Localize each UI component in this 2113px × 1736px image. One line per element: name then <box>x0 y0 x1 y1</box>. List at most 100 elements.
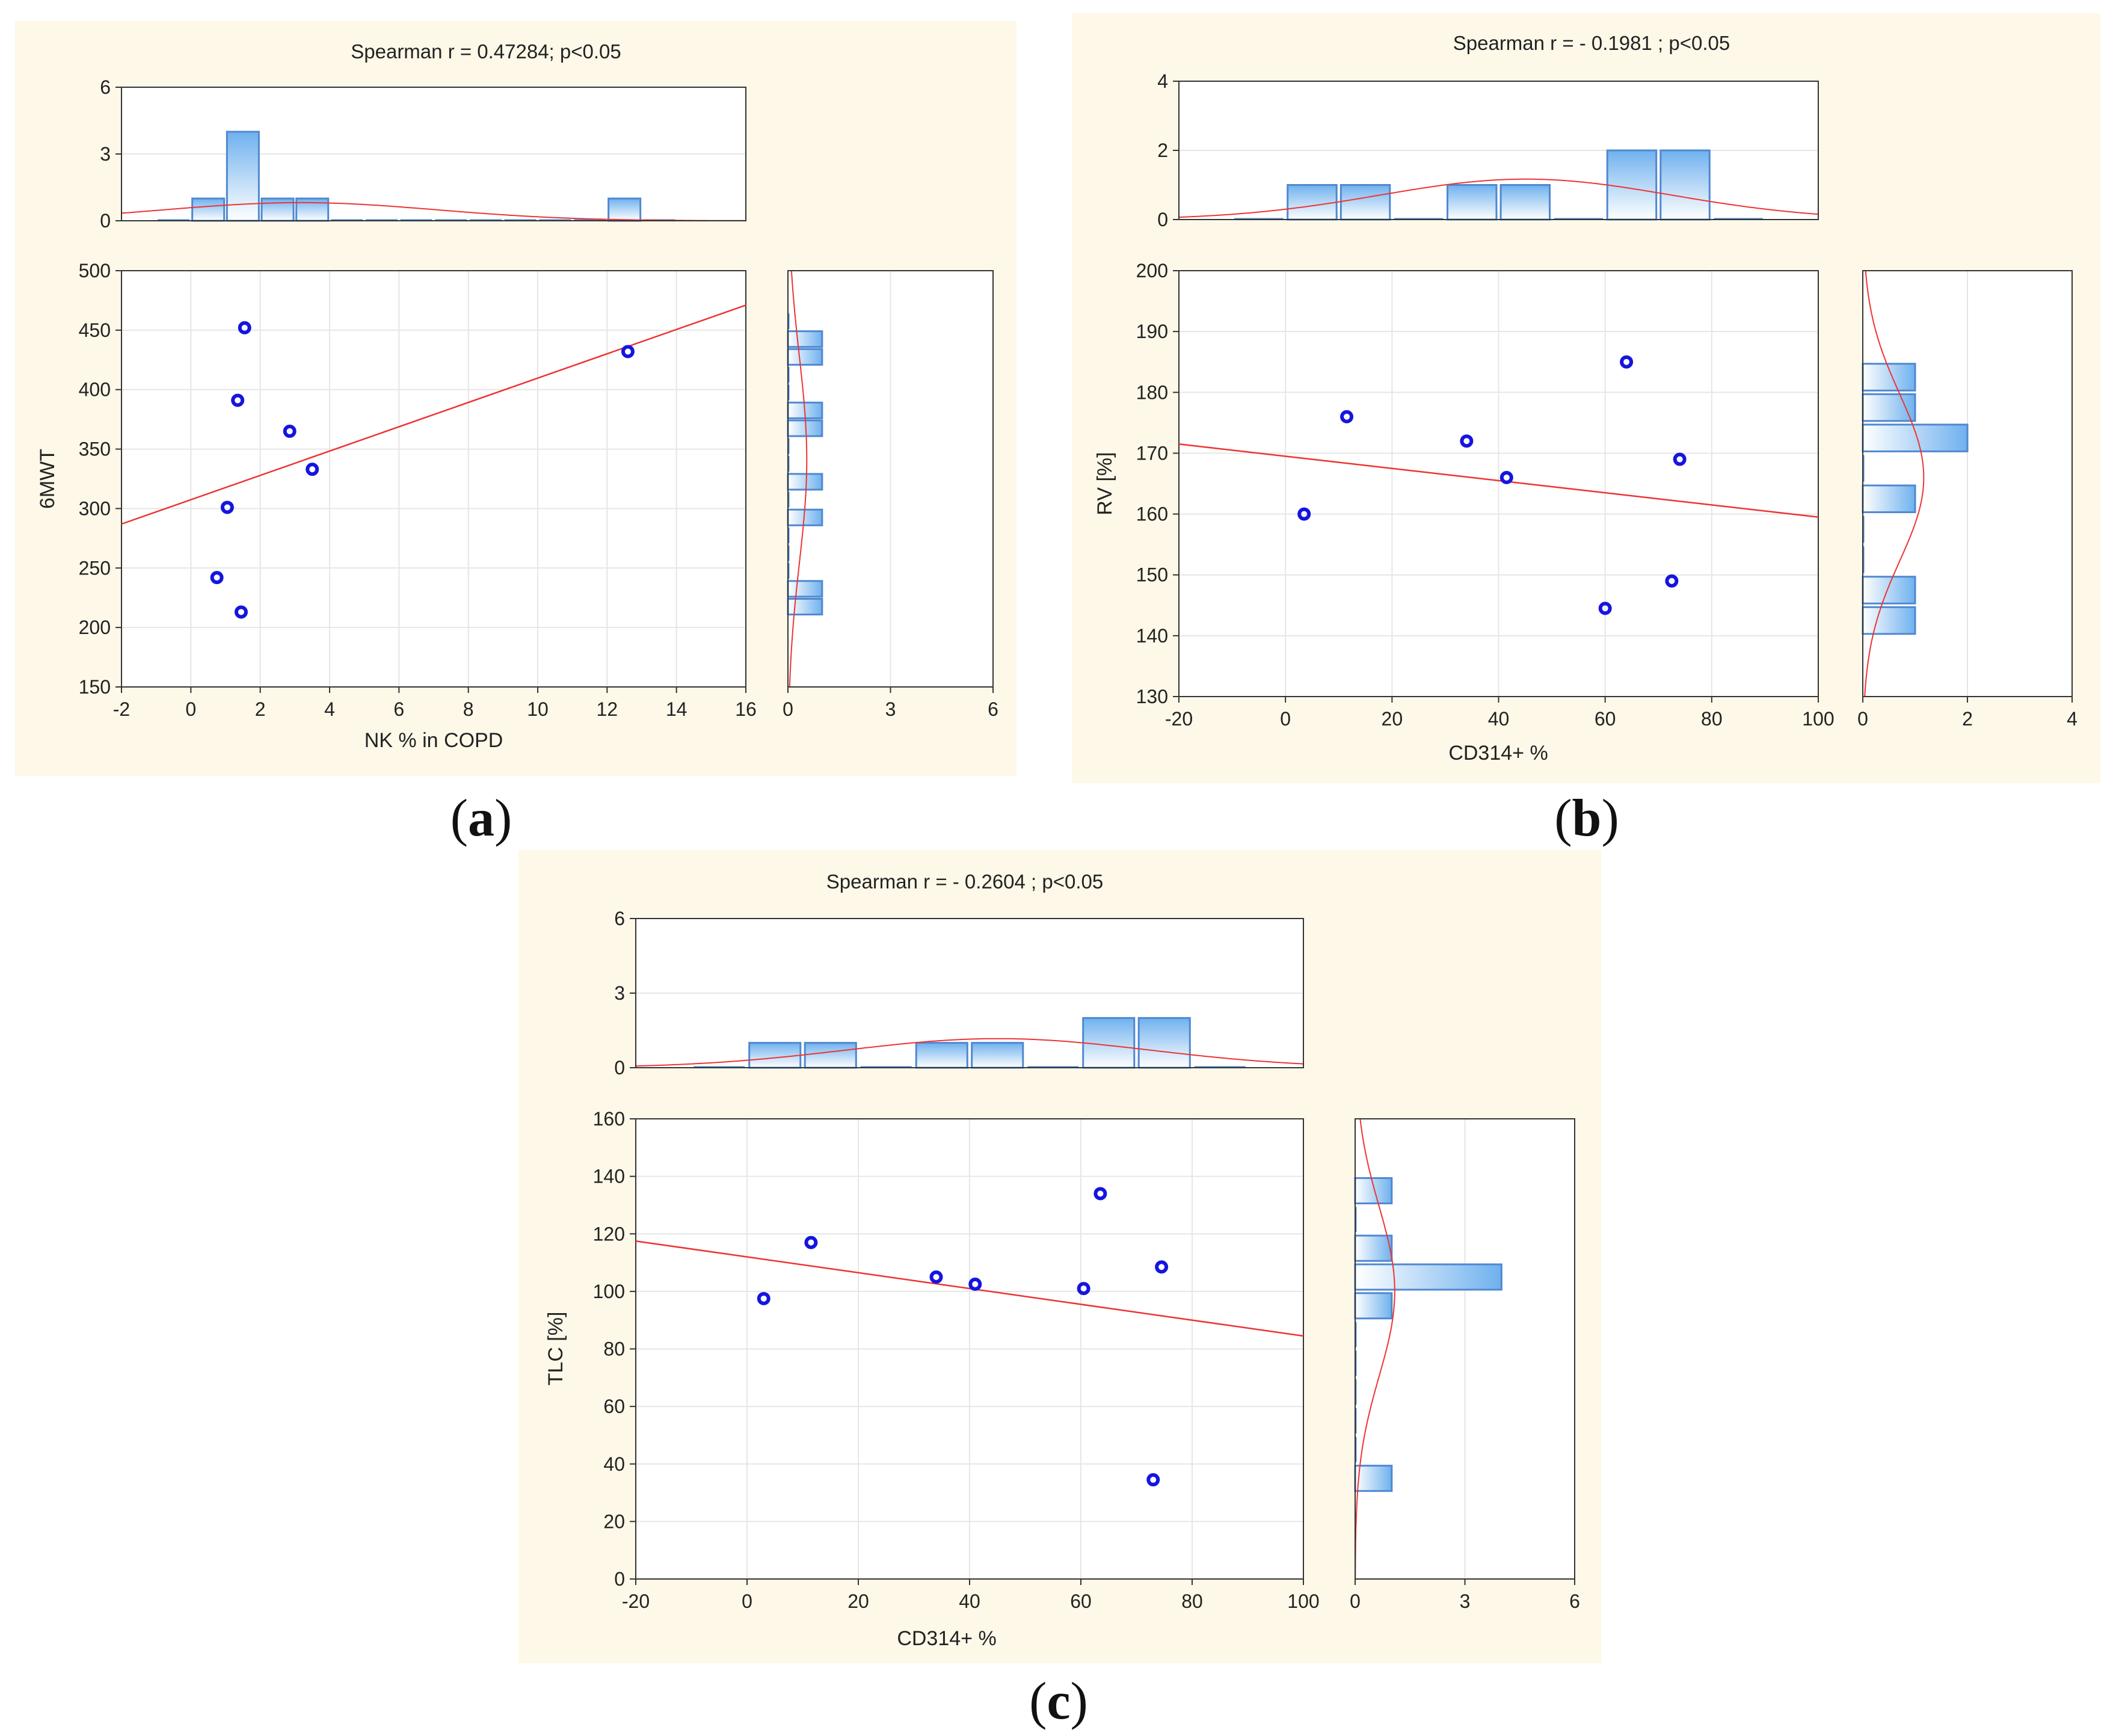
c-chart-title: Spearman r = - 0.2604 ; p<0.05 <box>826 870 1103 893</box>
c-x-tick-label: -20 <box>622 1590 650 1612</box>
b-data-point-8 <box>1673 452 1687 466</box>
c-y-tick-label: 80 <box>603 1338 625 1360</box>
b-right-hist-border <box>1862 270 2073 697</box>
c-data-point-5 <box>1077 1282 1090 1296</box>
figure-label-c: (c) <box>1029 1672 1088 1731</box>
c-data-point-6 <box>1093 1187 1107 1201</box>
b-data-point-2 <box>1340 410 1354 423</box>
c-x-tick-label: 0 <box>742 1590 752 1612</box>
a-y-tick-label: 300 <box>79 497 111 519</box>
c-data-point-1 <box>757 1291 770 1305</box>
c-x-tick-label: 20 <box>847 1590 869 1612</box>
c-right-hist-bar-8 <box>1354 1263 1502 1291</box>
c-data-point-8 <box>1146 1473 1160 1487</box>
a-data-point-4 <box>306 463 319 476</box>
b-y-tick-label: 140 <box>1136 625 1168 647</box>
b-top-hist-tick-label: 4 <box>1157 70 1168 92</box>
b-y-tick-label: 180 <box>1136 381 1168 403</box>
c-x-tick-label: 60 <box>1070 1590 1092 1612</box>
c-top-hist-tick-label: 3 <box>614 982 625 1004</box>
a-right-hist-tick-label: 0 <box>783 698 793 720</box>
c-top-hist-bar-6 <box>971 1042 1024 1069</box>
c-right-hist-normal-curve <box>1355 1118 1395 1579</box>
b-y-tick-label: 200 <box>1136 260 1168 282</box>
a-y-tick-label: 400 <box>79 379 111 401</box>
a-right-hist-tick-label: 6 <box>988 698 998 720</box>
a-top-hist-bar-14 <box>607 197 642 222</box>
a-right-hist-bar-16 <box>787 330 823 348</box>
c-top-hist-tick-label: 6 <box>614 908 625 929</box>
b-y-tick-label: 130 <box>1136 686 1168 707</box>
b-x-tick-label: 40 <box>1488 708 1510 730</box>
c-top-hist-bar-2 <box>748 1042 802 1069</box>
a-right-hist-bar-15 <box>787 348 823 366</box>
a-data-point-1 <box>238 321 251 334</box>
c-right-hist-bar-7 <box>1354 1292 1393 1320</box>
c-data-point-7 <box>1155 1260 1169 1274</box>
a-right-hist-border <box>787 270 994 688</box>
a-x-tick-label: 16 <box>735 698 757 720</box>
c-right-hist-tick-label: 6 <box>1569 1590 1580 1612</box>
c-top-hist-bar-9 <box>1137 1017 1191 1069</box>
a-x-tick-label: 2 <box>255 698 266 720</box>
b-data-point-7 <box>1665 574 1679 588</box>
c-right-hist-bar-9 <box>1354 1234 1393 1262</box>
a-top-hist-normal-curve <box>121 202 746 221</box>
b-top-hist-tick-label: 0 <box>1157 209 1168 230</box>
a-data-point-3 <box>283 424 297 438</box>
b-data-point-5 <box>1598 602 1612 615</box>
c-top-hist-normal-curve <box>635 1038 1304 1067</box>
b-right-hist-tick-label: 4 <box>2067 708 2078 730</box>
a-top-hist-tick-label: 6 <box>100 76 111 98</box>
b-x-tick-label: 60 <box>1595 708 1616 730</box>
b-x-axis-label: CD314+ % <box>1448 742 1548 765</box>
a-y-tick-label: 450 <box>79 319 111 341</box>
c-y-axis-label: TLC [%] <box>544 1312 567 1386</box>
a-top-hist-border <box>121 87 746 221</box>
b-top-hist-bar-5 <box>1446 184 1498 221</box>
c-y-tick-label: 0 <box>614 1568 625 1590</box>
a-x-tick-label: 0 <box>185 698 196 720</box>
a-top-hist-tick-label: 3 <box>100 143 111 165</box>
a-x-tick-label: 6 <box>393 698 404 720</box>
a-scatter-border <box>121 270 746 688</box>
c-x-tick-label: 40 <box>959 1590 980 1612</box>
c-y-tick-label: 120 <box>593 1223 625 1245</box>
c-fit-line <box>635 1240 1304 1337</box>
c-y-tick-label: 60 <box>603 1396 625 1417</box>
a-y-tick-label: 250 <box>79 557 111 579</box>
b-top-hist-bar-3 <box>1339 184 1391 221</box>
a-data-point-2 <box>231 393 245 407</box>
b-data-point-6 <box>1620 355 1634 369</box>
c-right-hist-border <box>1355 1118 1575 1580</box>
a-top-hist-tick-label: 0 <box>100 210 111 232</box>
c-scatter-border <box>635 1118 1304 1580</box>
c-y-tick-label: 140 <box>593 1166 625 1187</box>
c-x-tick-label: 80 <box>1181 1590 1203 1612</box>
c-right-hist-tick-label: 0 <box>1350 1590 1361 1612</box>
b-data-point-4 <box>1499 470 1513 484</box>
b-y-tick-label: 170 <box>1136 442 1168 464</box>
c-data-point-4 <box>968 1277 982 1291</box>
b-top-hist-tick-label: 2 <box>1157 140 1168 161</box>
c-y-tick-label: 40 <box>603 1453 625 1475</box>
c-right-hist-bar-1 <box>1354 1465 1393 1492</box>
a-y-tick-label: 200 <box>79 617 111 638</box>
b-x-tick-label: 80 <box>1701 708 1723 730</box>
a-data-point-6 <box>210 571 224 585</box>
b-chart-title: Spearman r = - 0.1981 ; p<0.05 <box>1453 32 1730 54</box>
a-x-tick-label: 12 <box>597 698 618 720</box>
c-top-hist-bar-5 <box>915 1042 968 1069</box>
c-top-hist-border <box>635 918 1304 1068</box>
figure-label-a: (a) <box>450 789 512 848</box>
b-x-tick-label: 0 <box>1280 708 1291 730</box>
a-y-tick-label: 150 <box>79 676 111 698</box>
b-top-hist-bar-2 <box>1287 184 1338 221</box>
a-data-point-8 <box>621 345 635 359</box>
b-right-hist-tick-label: 0 <box>1857 708 1868 730</box>
c-y-tick-label: 100 <box>593 1281 625 1302</box>
b-x-tick-label: 100 <box>1802 708 1834 730</box>
